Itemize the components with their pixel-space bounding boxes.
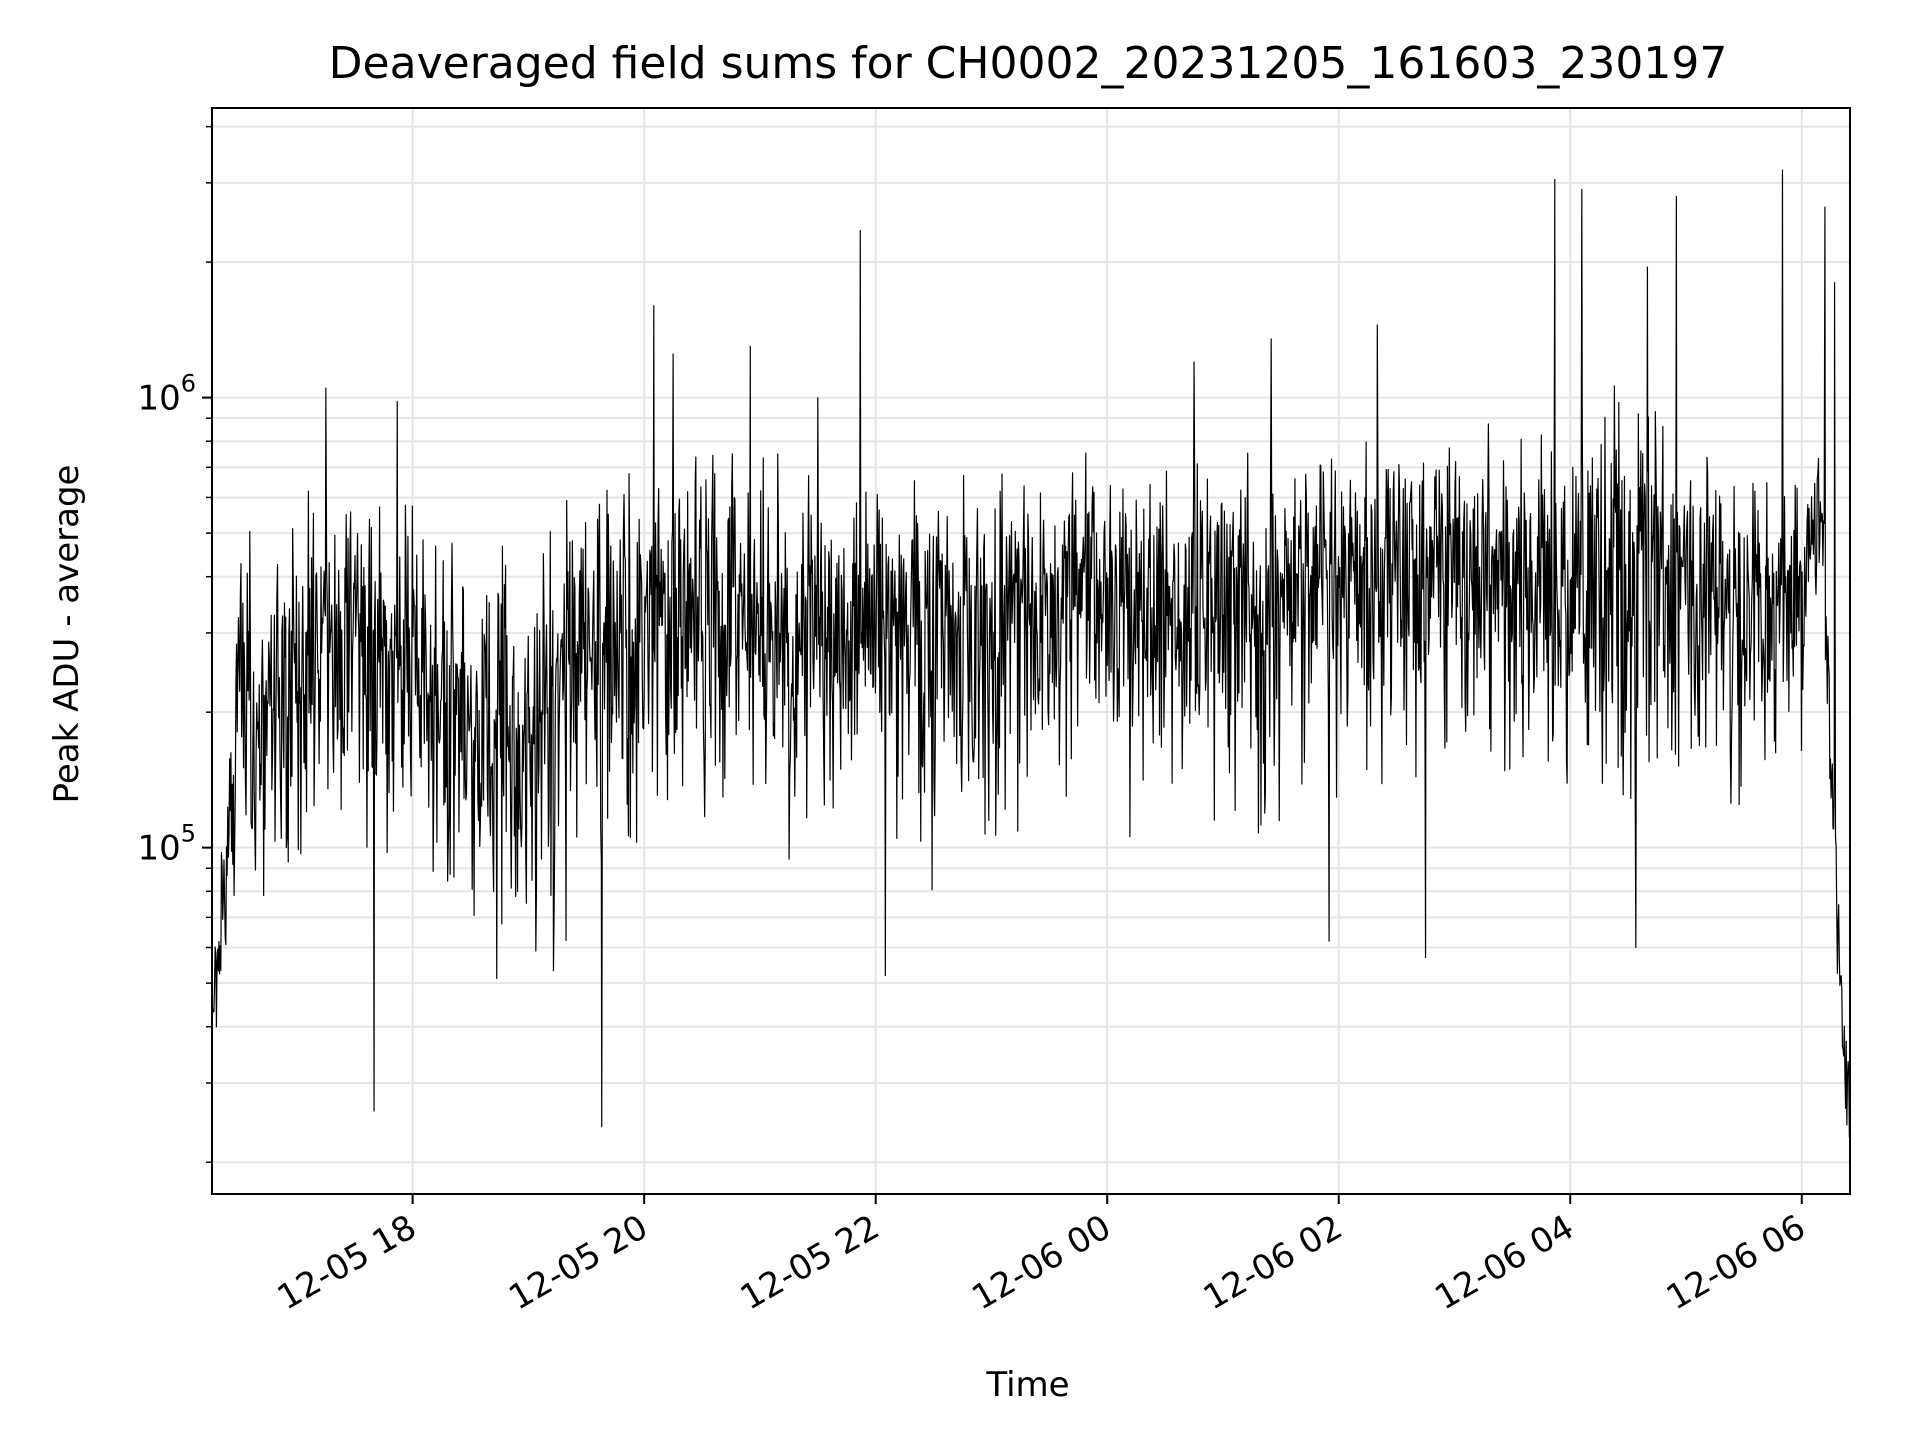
y-tick-exponent: 5 xyxy=(181,820,196,848)
x-axis-label: Time xyxy=(985,1365,1069,1405)
plot-data xyxy=(211,169,1851,1138)
y-axis-label: Peak ADU - average xyxy=(47,465,87,804)
y-tick-label: 106 xyxy=(137,370,196,419)
y-tick-base: 10 xyxy=(137,829,180,869)
y-tick-exponent: 6 xyxy=(181,370,196,398)
axes-frame xyxy=(211,107,1851,1195)
y-tick-label: 105 xyxy=(137,820,196,869)
y-tick-base: 10 xyxy=(137,379,180,419)
chart-title: Deaveraged field sums for CH0002_2023120… xyxy=(329,38,1728,89)
data-series-line xyxy=(211,169,1851,1138)
